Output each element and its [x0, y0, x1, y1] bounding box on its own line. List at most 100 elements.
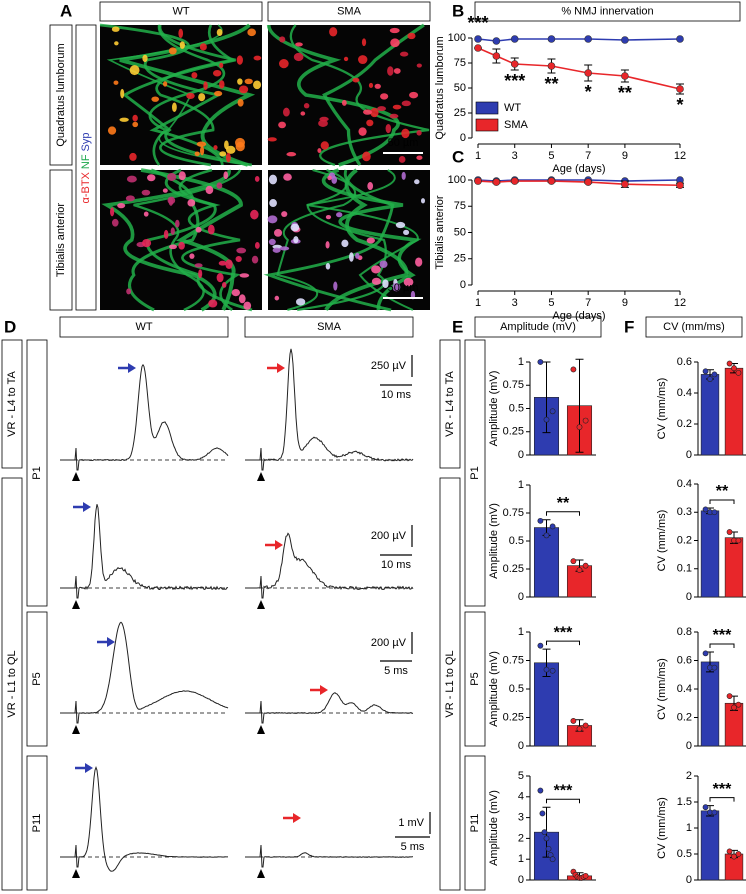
scale-label: 5 ms [384, 665, 408, 677]
nmj [254, 176, 260, 182]
legend-swatch [475, 101, 499, 115]
age-header: P1 [31, 466, 43, 479]
nmj [333, 281, 338, 291]
nmj [279, 58, 289, 69]
nerve-fiber [155, 24, 237, 167]
nmj [132, 121, 139, 128]
bar [724, 367, 744, 456]
nmj [162, 81, 168, 87]
nmj [219, 151, 227, 157]
stimulus-marker [72, 725, 80, 734]
data-point [537, 642, 544, 649]
stimulus-marker [72, 472, 80, 481]
nmj [147, 174, 156, 182]
scale-label: 10 ms [381, 389, 411, 401]
data-point [543, 532, 550, 539]
stimulus-marker [257, 600, 265, 609]
nmj [366, 237, 375, 244]
nmj [379, 260, 388, 268]
age-header: P11 [469, 814, 481, 833]
data-point [582, 417, 589, 424]
nmj [214, 90, 223, 97]
y-tick-label: 0.25 [503, 563, 524, 575]
y-tick-label: 0.4 [677, 478, 692, 490]
data-point [543, 666, 550, 673]
data-point [541, 829, 548, 836]
nmj [272, 247, 281, 253]
nmj [401, 100, 411, 107]
trace [60, 621, 229, 724]
nmj [225, 259, 233, 270]
nmj [341, 239, 349, 248]
data-point [543, 835, 550, 842]
nmj [416, 130, 422, 136]
data-point [492, 52, 501, 60]
nmj [168, 47, 177, 55]
y-tick-label: 0 [460, 279, 466, 291]
data-point [545, 845, 552, 852]
nmj [254, 242, 260, 249]
nmj [295, 298, 306, 306]
nmj [303, 103, 310, 109]
panel-label: F [624, 317, 634, 336]
y-tick-label: 0.2 [677, 418, 692, 430]
nmj [218, 260, 227, 266]
significance: * [676, 95, 683, 115]
data-point [735, 369, 742, 376]
data-point [702, 506, 709, 513]
data-point [621, 180, 629, 188]
nmj [366, 119, 374, 127]
significance-bracket [546, 798, 580, 804]
arrow-head [83, 502, 91, 512]
y-tick-label: 0 [518, 449, 524, 461]
stimulus-marker [72, 600, 80, 609]
age-header: P5 [31, 672, 43, 685]
nmj [403, 229, 410, 236]
significance: *** [713, 781, 732, 798]
column-header-box [99, 1, 263, 22]
group-header: VR - L1 to QL [6, 650, 18, 717]
stimulus-marker [72, 869, 80, 878]
age-header: P1 [469, 466, 481, 479]
x-tick-label: 5 [548, 297, 554, 309]
age-header: P5 [469, 672, 481, 685]
significance-bracket [709, 643, 735, 648]
nmj [293, 52, 304, 62]
nmj [401, 128, 410, 139]
series-line [477, 180, 681, 187]
y-tick-label: 0.75 [503, 654, 524, 666]
row-header: Quadratus lumborum [55, 43, 67, 146]
age-header-box [26, 611, 48, 747]
nmj [317, 148, 322, 153]
y-axis-label: Quadratus lumborum [434, 36, 446, 139]
y-tick-label: 0 [686, 449, 692, 461]
data-point [731, 365, 737, 372]
data-point [570, 718, 577, 724]
data-point [549, 408, 556, 415]
age-header: P11 [31, 814, 43, 833]
nmj [368, 82, 374, 88]
nmj [126, 175, 137, 183]
significance: *** [504, 71, 525, 91]
nmj [382, 279, 389, 289]
stimulus-marker [257, 869, 265, 878]
row-header-box [49, 24, 73, 166]
scale-label: 50 µm [388, 137, 419, 149]
x-tick-label: 3 [512, 297, 518, 309]
y-tick-label: 0.75 [503, 379, 524, 391]
significance: * [585, 82, 592, 102]
legend-label: SMA [504, 119, 529, 131]
nmj [216, 28, 223, 37]
trace [245, 692, 414, 724]
nmj [352, 77, 360, 83]
data-point [726, 360, 733, 367]
y-tick-label: 0.25 [503, 711, 524, 723]
data-point [570, 366, 577, 373]
data-point [474, 35, 482, 43]
x-tick-label: 9 [622, 150, 628, 162]
nmj [162, 188, 168, 193]
legend-swatch [475, 118, 499, 132]
column-header-box [244, 316, 414, 338]
bar [700, 510, 720, 598]
